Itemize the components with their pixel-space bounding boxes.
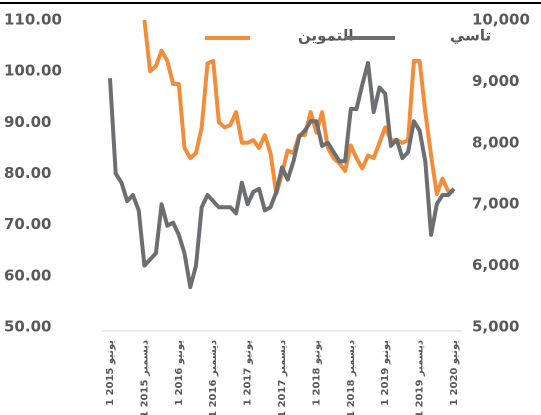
series-line	[108, 61, 456, 290]
y2-tick-label: 8,000	[472, 133, 519, 151]
y-tick-label: 70.00	[4, 215, 51, 233]
x-tick-label: 1 يونيو 2018	[311, 340, 322, 406]
x-tick-label: 1 يونيو 2015	[105, 340, 116, 406]
y-tick-label: 80.00	[4, 164, 51, 182]
y2-tick-label: 5,000	[472, 318, 519, 336]
y-tick-label: 60.00	[4, 266, 51, 284]
x-tick-label: 1 يونيو 2019	[380, 340, 391, 406]
y-tick-label: 100.00	[4, 62, 62, 80]
y2-tick-label: 10,000	[472, 11, 530, 29]
x-tick-label: 1 يونيو 2017	[243, 340, 254, 406]
y-tick-label: 90.00	[4, 113, 51, 131]
series-line	[142, 19, 454, 196]
y2-tick-label: 9,000	[472, 72, 519, 90]
x-tick-label: 1 ديسمبر 2016	[208, 340, 219, 415]
y2-tick-label: 7,000	[472, 195, 519, 213]
x-tick-label: 1 يونيو 2020	[449, 340, 460, 406]
y2-tick-label: 6,000	[472, 256, 519, 274]
legend-label: التموين	[298, 27, 354, 45]
x-tick-label: 1 يونيو 2016	[174, 340, 185, 406]
x-tick-label: 1 ديسمبر 2018	[346, 340, 357, 415]
x-tick-label: 1 ديسمبر 2017	[277, 340, 288, 415]
legend-label: تاسي	[450, 27, 491, 45]
y-tick-label: 110.00	[4, 11, 62, 29]
x-tick-label: 1 ديسمبر 2015	[139, 340, 150, 415]
y-tick-label: 50.00	[4, 318, 51, 336]
x-tick-label: 1 ديسمبر 2019	[415, 340, 426, 415]
